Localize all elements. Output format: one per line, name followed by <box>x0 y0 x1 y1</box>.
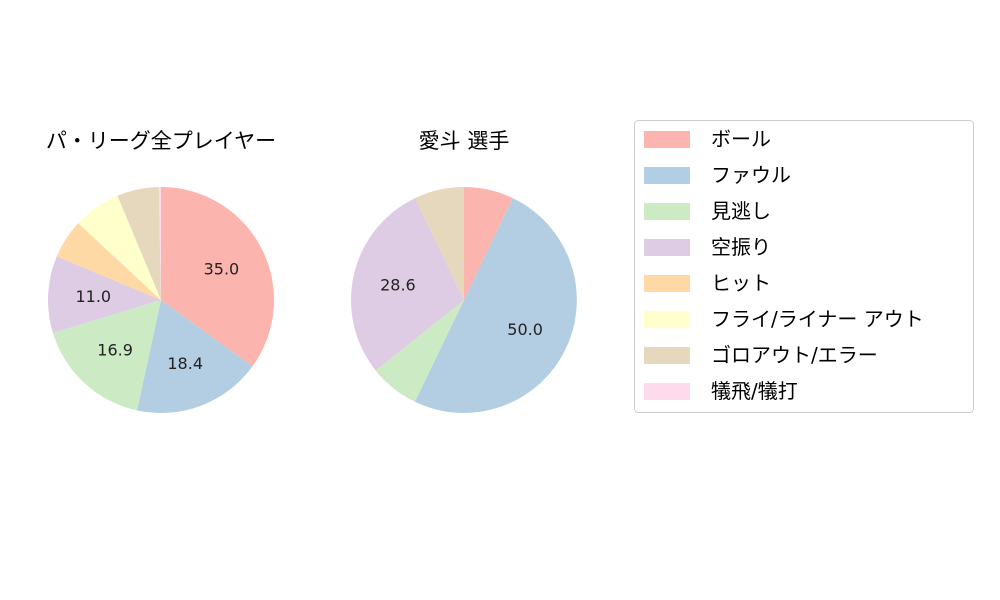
pie-slice <box>56 223 161 300</box>
pie-slice <box>117 187 161 300</box>
pie-slice <box>158 186 161 300</box>
pie-chart-player: 愛斗 選手 50.0 28.6 <box>351 129 577 413</box>
legend-swatch <box>644 239 690 256</box>
slice-value-label: 50.0 <box>507 320 543 339</box>
pie-slice <box>414 198 577 413</box>
slice-value-label: 11.0 <box>75 287 111 306</box>
legend-label: 犠飛/犠打 <box>711 379 798 403</box>
pie-chart-league: パ・リーグ全プレイヤー 35.0 18.4 16.9 11.0 <box>46 129 276 413</box>
pie-slice <box>52 300 161 411</box>
legend-label: ボール <box>711 127 771 151</box>
pie-slice <box>137 300 253 413</box>
legend-label: フライ/ライナー アウト <box>711 307 924 331</box>
pie-slice <box>78 195 161 300</box>
slice-value-label: 16.9 <box>97 340 133 359</box>
slice-value-label: 18.4 <box>167 354 203 373</box>
pie-slice <box>464 187 513 300</box>
legend-label: 空振り <box>711 235 771 259</box>
pie-title-league: パ・リーグ全プレイヤー <box>46 129 276 153</box>
legend-frame <box>634 120 974 413</box>
legend-swatch <box>644 311 690 328</box>
legend-swatch <box>644 203 690 220</box>
pie-slice <box>161 187 275 367</box>
legend-label: ファウル <box>711 163 791 187</box>
legend-swatch <box>644 167 690 184</box>
slice-value-label: 35.0 <box>204 260 240 279</box>
pie-slice <box>375 300 464 402</box>
pie-slice <box>415 187 464 300</box>
legend-swatch <box>644 131 690 148</box>
legend-swatch <box>644 383 690 400</box>
pie-title-player: 愛斗 選手 <box>419 129 510 153</box>
slice-value-label: 28.6 <box>380 275 416 294</box>
pie-slice <box>47 256 161 333</box>
pie-slice <box>351 198 464 371</box>
legend-label: ゴロアウト/エラー <box>711 343 878 367</box>
legend-swatch <box>644 347 690 364</box>
legend-label: 見逃し <box>711 199 771 223</box>
legend-label: ヒット <box>711 271 771 295</box>
legend-swatch <box>644 275 690 292</box>
